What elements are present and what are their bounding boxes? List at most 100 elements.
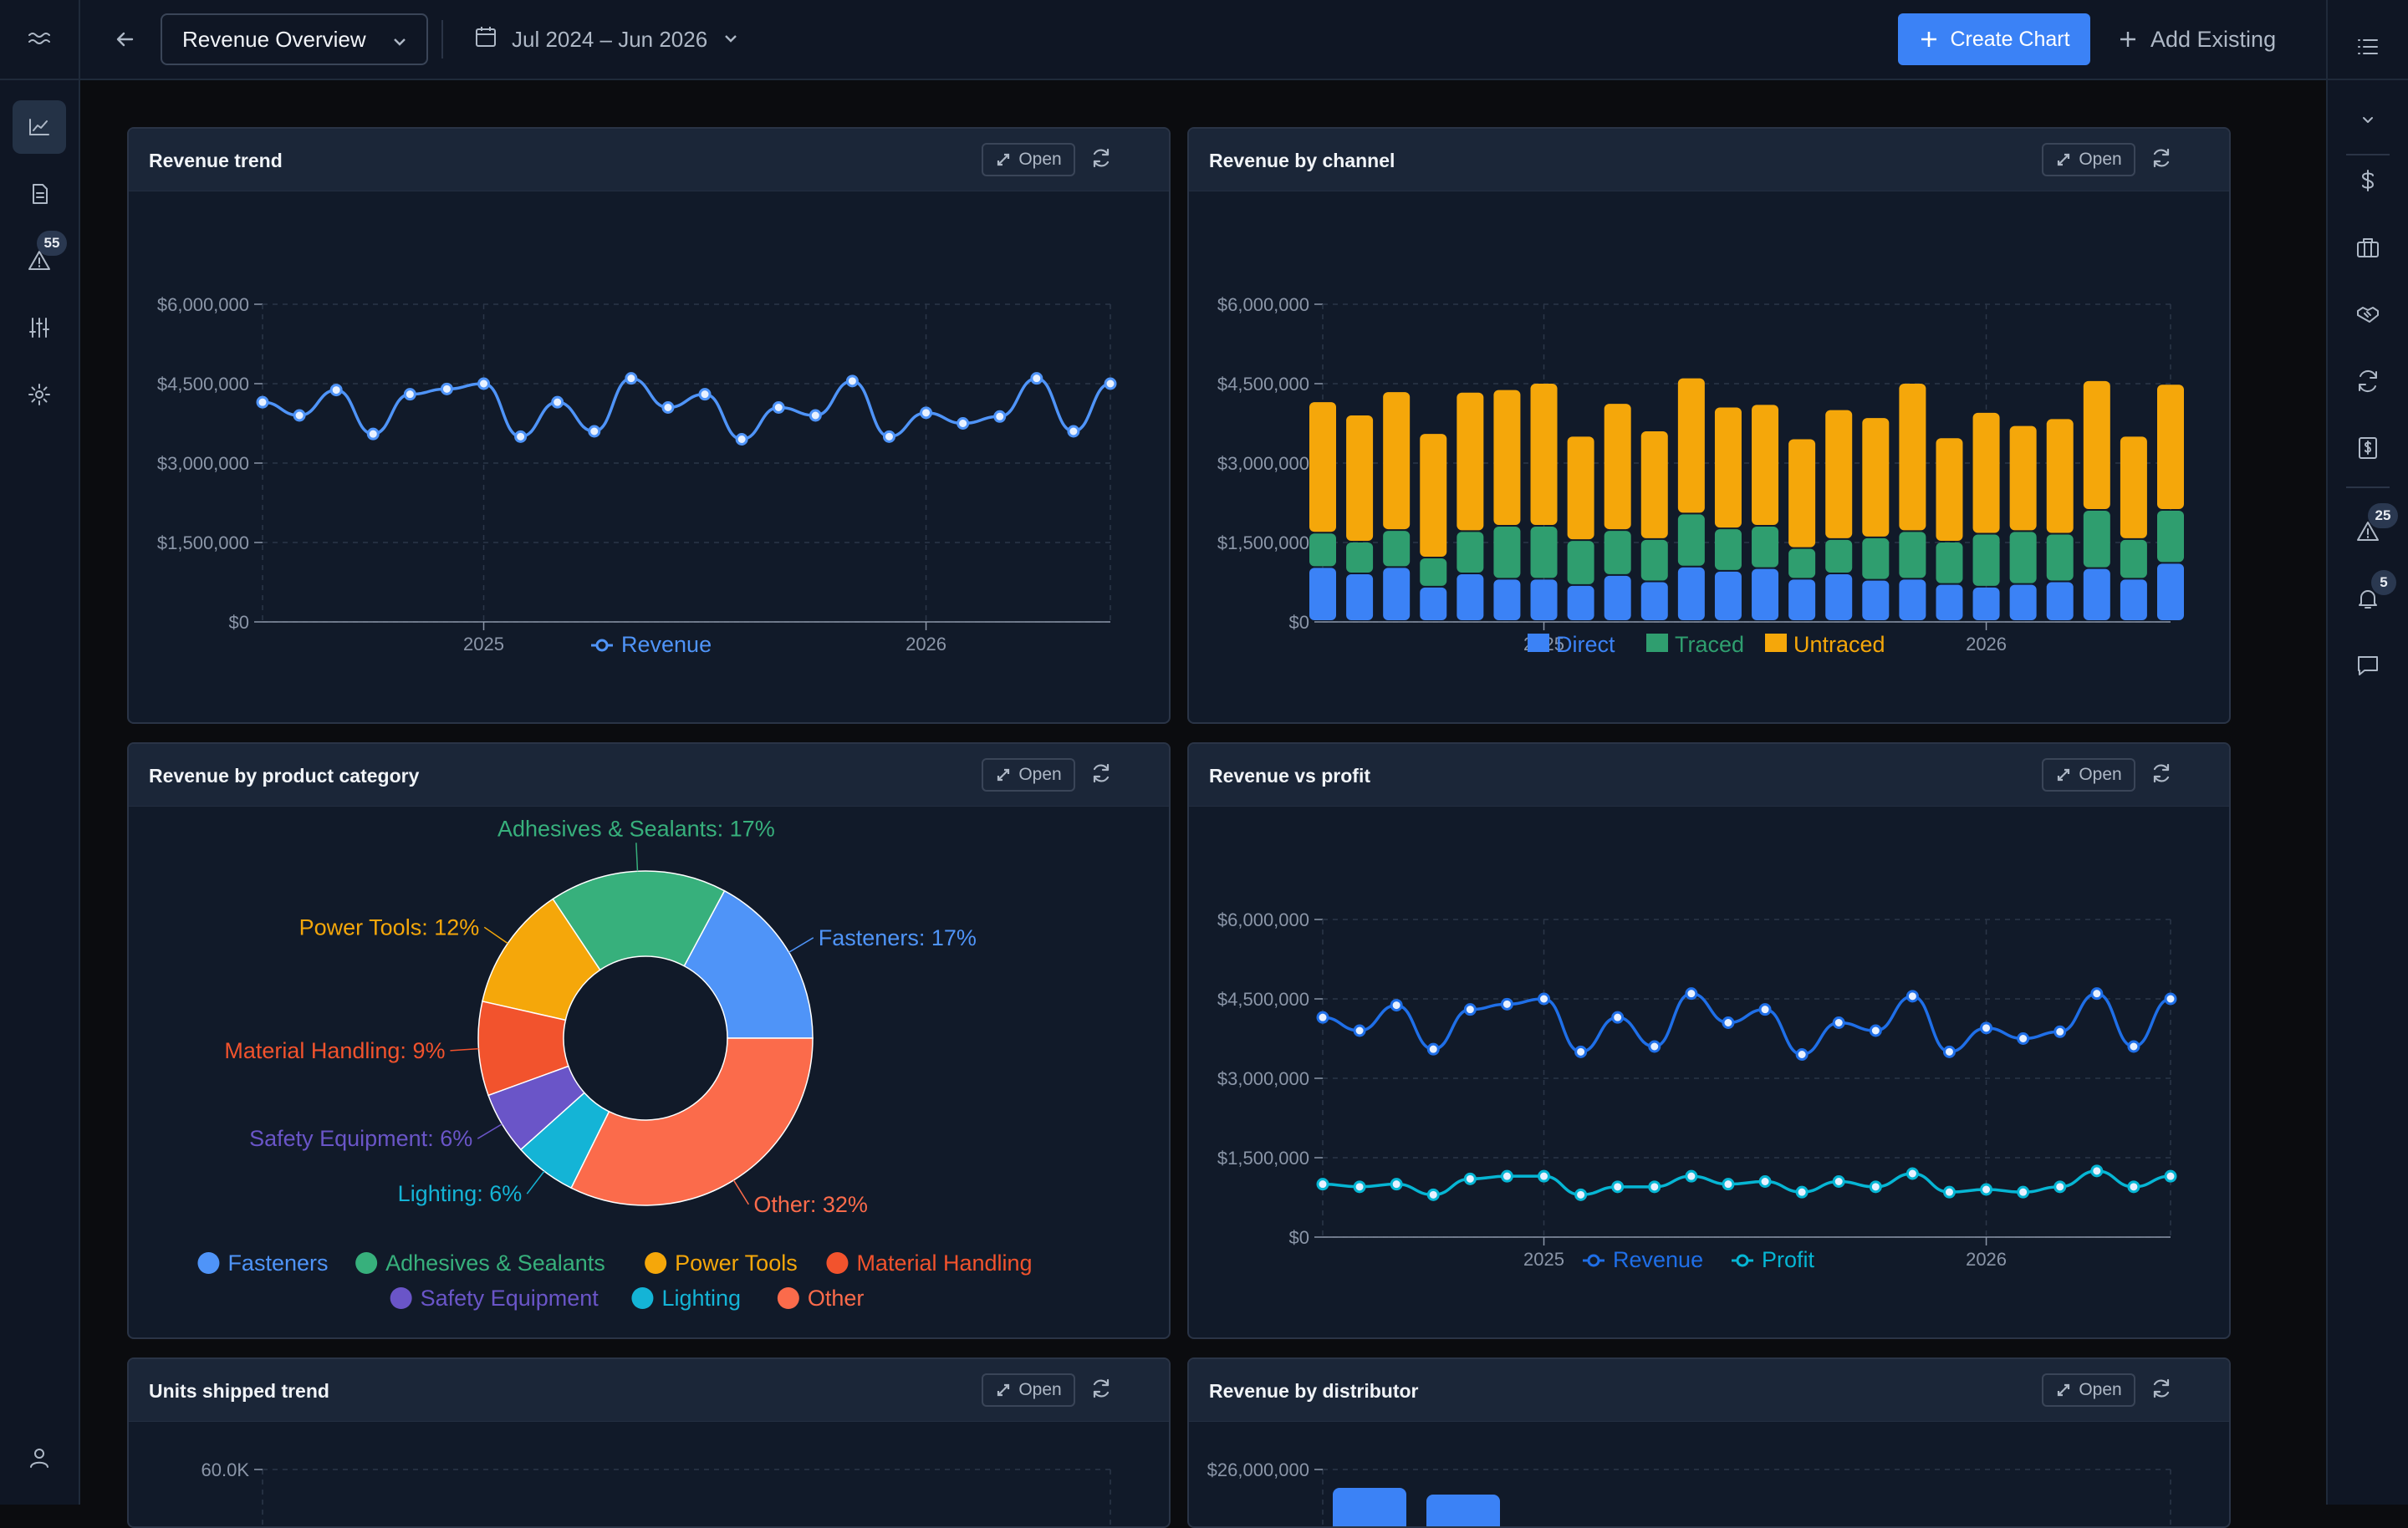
y-tick-label: $3,000,000 [1217, 453, 1309, 474]
data-point [845, 374, 859, 388]
briefcase-icon[interactable] [2343, 222, 2393, 272]
refresh-button[interactable] [2150, 147, 2176, 172]
open-button[interactable]: Open [2042, 143, 2135, 176]
app-logo-icon[interactable] [13, 12, 66, 65]
bar-segment-untraced [1604, 404, 1631, 530]
data-point [1795, 1185, 1809, 1199]
chevron-down-icon[interactable] [2343, 95, 2393, 145]
bar-segment-direct [1420, 587, 1447, 620]
bar-segment-traced [1862, 537, 1890, 579]
card-header: Units shipped trend Open [129, 1359, 1169, 1422]
data-point [2164, 992, 2177, 1006]
data-point [1942, 1045, 1956, 1058]
y-tick-label: $1,500,000 [157, 532, 249, 553]
open-button[interactable]: Open [982, 758, 1075, 792]
data-point [366, 427, 380, 441]
data-point [993, 410, 1007, 423]
bar-segment-direct [1899, 579, 1926, 620]
alert-icon[interactable] [2343, 507, 2393, 557]
open-button[interactable]: Open [2042, 1373, 2135, 1407]
revenue-by-channel-chart: $0 $1,500,000 $3,000,000 $4,500,000 $6,000,0… [1217, 294, 2184, 657]
nav-trend-icon[interactable] [13, 100, 66, 154]
refresh-button[interactable] [1090, 147, 1115, 172]
list-icon[interactable] [2343, 22, 2393, 72]
open-label: Open [1018, 150, 1062, 169]
bar-segment-direct [1493, 579, 1521, 620]
data-point [1758, 1003, 1772, 1016]
bar-segment-direct [1825, 574, 1853, 620]
nav-document-icon[interactable] [13, 167, 66, 221]
invoice-icon[interactable] [2343, 423, 2393, 473]
legend-swatch [1765, 634, 1787, 652]
legend-marker [1736, 1254, 1749, 1267]
series-line-revenue [262, 376, 1111, 441]
data-point [1426, 1188, 1440, 1201]
bar-segment-untraced [2120, 436, 2147, 538]
open-button[interactable]: Open [982, 1373, 1075, 1407]
back-arrow-icon[interactable] [109, 23, 142, 56]
bar-segment-untraced [2157, 385, 2184, 509]
data-point [1463, 1172, 1477, 1185]
refresh-button[interactable] [2150, 1378, 2176, 1403]
refresh-icon [1093, 148, 1110, 168]
legend-marker [826, 1252, 849, 1274]
data-point [1538, 992, 1551, 1006]
bar-segment-untraced [2046, 419, 2074, 533]
y-tick-label: $1,500,000 [1217, 1148, 1309, 1169]
y-tick-label: $6,000,000 [1217, 294, 1309, 315]
create-chart-button[interactable]: Create Chart [1898, 13, 2090, 65]
bar-segment-untraced [1714, 407, 1742, 528]
x-tick-label: 2025 [1523, 1249, 1564, 1270]
x-tick-label: 2026 [1966, 1249, 2007, 1270]
expand-icon [2058, 768, 2070, 782]
bell-icon[interactable] [2343, 573, 2393, 624]
card-title: Revenue by product category [149, 765, 420, 787]
chart-card-revenue-vs-profit: Revenue vs profit Open $0 $1,500,000 $3,00… [1187, 742, 2231, 1339]
bar-segment-direct [1640, 582, 1668, 620]
open-button[interactable]: Open [982, 143, 1075, 176]
nav-alert-icon[interactable] [13, 234, 66, 288]
rail-divider [2328, 79, 2408, 80]
legend-label: Untraced [1793, 632, 1885, 657]
refresh-button[interactable] [1090, 762, 1115, 787]
chat-icon[interactable] [2343, 640, 2393, 690]
y-tick-label: $0 [1289, 612, 1309, 633]
data-point [1685, 987, 1698, 1001]
bar-segment-direct [1936, 584, 1963, 620]
bar-segment-traced [1899, 532, 1926, 578]
date-range-picker[interactable]: Jul 2024 – Jun 2026 [473, 22, 739, 57]
dashboard-select[interactable]: Revenue Overview [161, 13, 428, 65]
y-tick-label: $0 [1289, 1227, 1309, 1248]
data-point [1980, 1183, 1993, 1196]
handshake-icon[interactable] [2343, 289, 2393, 339]
bar-segment-traced [2157, 511, 2184, 563]
refresh-button[interactable] [1090, 1378, 1115, 1403]
notification-count-badge: 5 [2371, 570, 2396, 595]
nav-user-icon[interactable] [13, 1431, 66, 1485]
bar-segment-direct [1788, 579, 1816, 620]
open-button[interactable]: Open [2042, 758, 2135, 792]
bar-segment-traced [1420, 558, 1447, 586]
card-title: Revenue by channel [1209, 150, 1395, 171]
nav-sliders-icon[interactable] [13, 301, 66, 354]
bar-segment-untraced [2083, 380, 2110, 509]
refresh-button[interactable] [2150, 762, 2176, 787]
bar-segment-direct [1752, 568, 1779, 620]
chart-card-revenue-by-distributor: Revenue by distributor Open $26,000,000 [1187, 1357, 2231, 1528]
refresh-icon[interactable] [2343, 356, 2393, 406]
nav-gear-icon[interactable] [13, 368, 66, 421]
legend-marker [355, 1252, 378, 1274]
dollar-icon[interactable] [2343, 155, 2393, 206]
pie-leader [483, 926, 508, 945]
bar-segment-untraced [2009, 425, 2037, 531]
revenue-trend-chart: $0 $1,500,000 $3,000,000 $4,500,000 $6,000,0… [157, 294, 1117, 657]
data-point [1500, 1169, 1513, 1183]
add-existing-button[interactable]: Add Existing [2117, 13, 2309, 65]
data-point [1030, 372, 1043, 385]
refresh-icon [1093, 1378, 1110, 1398]
legend-label: Traced [1675, 632, 1744, 657]
bar-segment-untraced [1862, 418, 1890, 537]
open-label: Open [1018, 1380, 1062, 1399]
legend-marker [197, 1252, 220, 1274]
y-tick-label: $0 [229, 612, 249, 633]
